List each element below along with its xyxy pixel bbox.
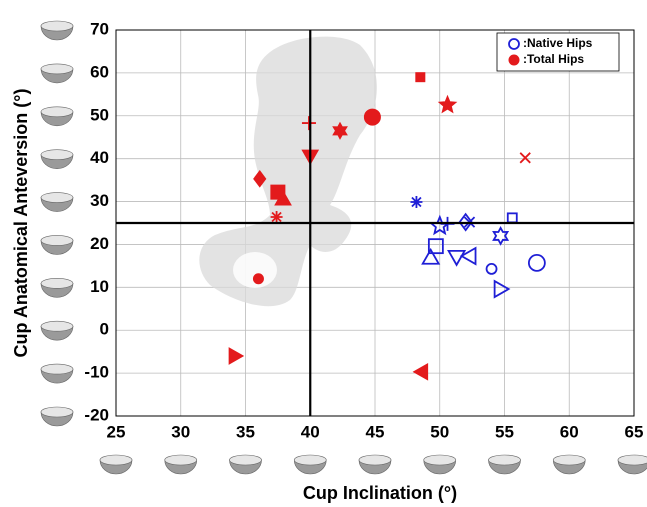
marker (301, 116, 316, 131)
x-tick-label: 25 (107, 422, 126, 441)
x-tick-label: 45 (366, 422, 385, 441)
hemisphere-rim (40, 363, 74, 375)
marker (493, 279, 511, 299)
x-tick-label: 30 (171, 422, 190, 441)
x-tick-label: 50 (430, 422, 449, 441)
x-tick-label: 35 (236, 422, 255, 441)
hemisphere-rim (40, 106, 74, 118)
y-tick-label: 10 (90, 277, 109, 296)
hemisphere-rim (99, 454, 133, 466)
hemisphere-icons (40, 20, 647, 475)
hemisphere-rim (40, 149, 74, 160)
x-tick-label: 60 (560, 422, 579, 441)
marker (332, 121, 348, 140)
x-axis-title: Cup Inclination (°) (303, 483, 457, 503)
hemisphere-rim (40, 320, 74, 332)
hemisphere-rim (617, 454, 647, 466)
hemisphere-rim (423, 454, 457, 466)
marker (252, 273, 264, 285)
marker (415, 72, 426, 83)
marker (270, 210, 283, 223)
legend-label: :Total Hips (523, 52, 584, 66)
marker (412, 362, 429, 381)
hemisphere-rim (40, 406, 74, 418)
hemisphere-rim (358, 454, 392, 466)
marker (492, 226, 510, 246)
marker (253, 169, 267, 188)
marker (274, 189, 292, 206)
pelvis-image (199, 36, 377, 307)
x-tick-label: 65 (625, 422, 644, 441)
hemisphere-rim (40, 235, 74, 246)
legend-label: :Native Hips (523, 36, 593, 50)
y-tick-label: 40 (90, 148, 109, 167)
y-tick-label: 60 (90, 62, 109, 81)
marker (427, 238, 444, 255)
y-tick-label: 0 (100, 320, 109, 339)
y-axis-title: Cup Anatomical Anteversion (°) (11, 89, 31, 358)
hemisphere-rim (229, 454, 262, 466)
y-tick-label: 70 (90, 19, 109, 38)
marker (459, 246, 477, 266)
hemisphere-rim (488, 454, 521, 466)
marker (363, 108, 381, 126)
y-tick-label: 30 (90, 191, 109, 210)
hemisphere-rim (293, 454, 327, 466)
y-tick-label: 50 (90, 105, 109, 124)
x-tick-label: 55 (495, 422, 514, 441)
x-tick-label: 40 (301, 422, 320, 441)
marker (519, 152, 531, 164)
marker (447, 249, 467, 267)
hemisphere-rim (40, 192, 74, 203)
y-tick-label: -10 (84, 363, 109, 382)
marker (508, 54, 520, 66)
y-tick-label: 20 (90, 234, 109, 253)
marker (437, 94, 458, 114)
hemisphere-rim (40, 278, 74, 289)
marker (228, 347, 245, 365)
marker (458, 212, 473, 232)
hemisphere-rim (164, 454, 198, 466)
marker (527, 253, 546, 272)
marker (421, 247, 441, 265)
pelvis-foramen (233, 252, 277, 288)
hemisphere-rim (552, 454, 586, 466)
hemisphere-rim (40, 63, 74, 75)
y-tick-label: -20 (84, 405, 109, 424)
hemisphere-rim (40, 20, 74, 32)
marker (410, 195, 423, 208)
marker (508, 38, 520, 50)
marker (485, 262, 498, 275)
